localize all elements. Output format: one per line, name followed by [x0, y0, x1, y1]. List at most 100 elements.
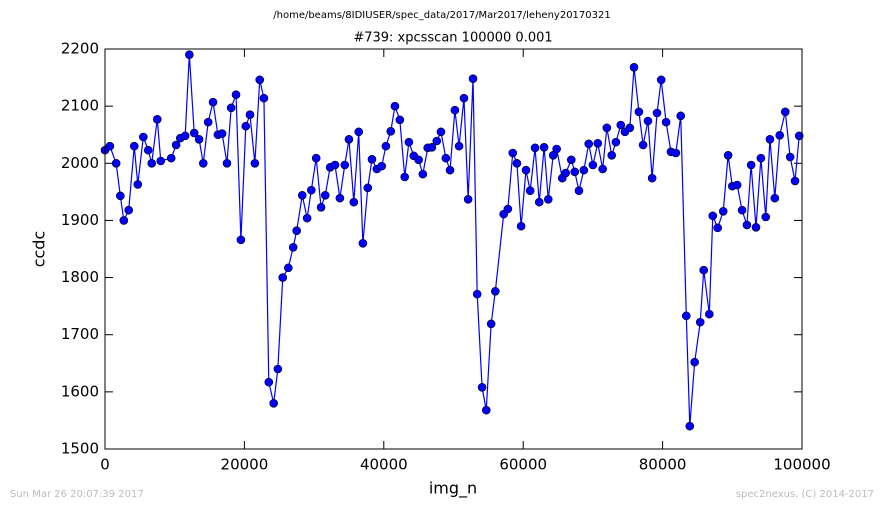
point: [584, 139, 594, 149]
point: [156, 156, 166, 166]
point: [445, 165, 455, 175]
point: [785, 152, 795, 162]
point: [737, 205, 747, 215]
point: [208, 97, 218, 107]
point: [180, 131, 190, 141]
point: [111, 158, 121, 168]
point: [344, 134, 354, 144]
point: [463, 194, 473, 204]
point: [661, 117, 671, 127]
y-tick-label: 1600: [61, 382, 99, 400]
point: [436, 127, 446, 137]
point: [593, 138, 603, 148]
point: [561, 168, 571, 178]
point: [189, 128, 199, 138]
point: [780, 107, 790, 117]
point: [418, 169, 428, 179]
x-tick-label: 20000: [221, 456, 269, 474]
y-tick-label: 1800: [61, 268, 99, 286]
point: [297, 190, 307, 200]
point: [695, 317, 705, 327]
point: [574, 186, 584, 196]
point: [198, 158, 208, 168]
point: [349, 197, 359, 207]
point: [539, 142, 549, 152]
point: [152, 114, 162, 124]
point: [566, 155, 576, 165]
point: [477, 382, 487, 392]
point: [588, 160, 598, 170]
point: [775, 130, 784, 140]
point: [534, 197, 544, 207]
y-tick-label: 2100: [61, 97, 99, 115]
point: [386, 126, 396, 136]
point: [472, 289, 482, 299]
point: [732, 180, 742, 190]
footer-left: Sun Mar 26 20:07:39 2017: [10, 489, 144, 500]
point: [302, 213, 312, 223]
point: [116, 191, 125, 201]
point: [690, 357, 699, 367]
suptitle: /home/beams/8IDIUSER/spec_data/2017/Mar2…: [273, 10, 610, 21]
y-tick-label: 2200: [61, 40, 99, 58]
point: [139, 132, 148, 142]
point: [250, 158, 260, 168]
point: [468, 74, 478, 84]
point: [358, 238, 368, 248]
point: [284, 263, 293, 273]
point: [264, 377, 274, 387]
x-tick-label: 60000: [499, 456, 547, 474]
point: [133, 180, 143, 189]
point: [427, 142, 437, 152]
point: [751, 222, 761, 232]
point: [222, 158, 232, 168]
point: [292, 226, 301, 236]
point: [124, 205, 133, 215]
point: [217, 129, 227, 138]
point: [611, 137, 621, 147]
point: [454, 141, 464, 151]
point: [638, 140, 648, 150]
point: [616, 120, 626, 130]
point: [770, 193, 780, 203]
y-tick-label: 1700: [61, 325, 99, 343]
point: [671, 148, 681, 158]
point: [579, 165, 589, 175]
point: [278, 273, 288, 282]
point: [226, 103, 236, 113]
point: [185, 50, 194, 60]
point: [241, 121, 251, 131]
point: [245, 110, 255, 120]
point: [288, 242, 298, 252]
chart-title: #739: xpcsscan 100000 0.001: [353, 31, 552, 46]
point: [634, 107, 644, 117]
point: [432, 136, 442, 146]
point: [363, 183, 373, 193]
point: [311, 153, 321, 163]
x-tick-label: 0: [100, 456, 110, 474]
plot-frame: [104, 48, 803, 450]
x-tick-label: 100000: [773, 456, 830, 474]
point: [708, 211, 718, 221]
point: [647, 173, 657, 183]
point: [521, 165, 531, 175]
point: [147, 158, 156, 168]
point: [718, 206, 728, 216]
point: [794, 131, 804, 141]
point: [530, 143, 540, 153]
point: [404, 137, 414, 147]
point: [459, 93, 469, 103]
point: [340, 160, 350, 170]
point: [761, 212, 771, 222]
point: [255, 75, 265, 85]
point: [231, 90, 241, 100]
point: [486, 319, 496, 329]
point: [129, 141, 139, 151]
point: [320, 190, 330, 200]
point: [543, 194, 553, 204]
point: [481, 405, 491, 415]
point: [643, 116, 653, 126]
x-tick-label: 80000: [639, 456, 687, 474]
point: [307, 185, 316, 195]
point: [335, 193, 345, 203]
